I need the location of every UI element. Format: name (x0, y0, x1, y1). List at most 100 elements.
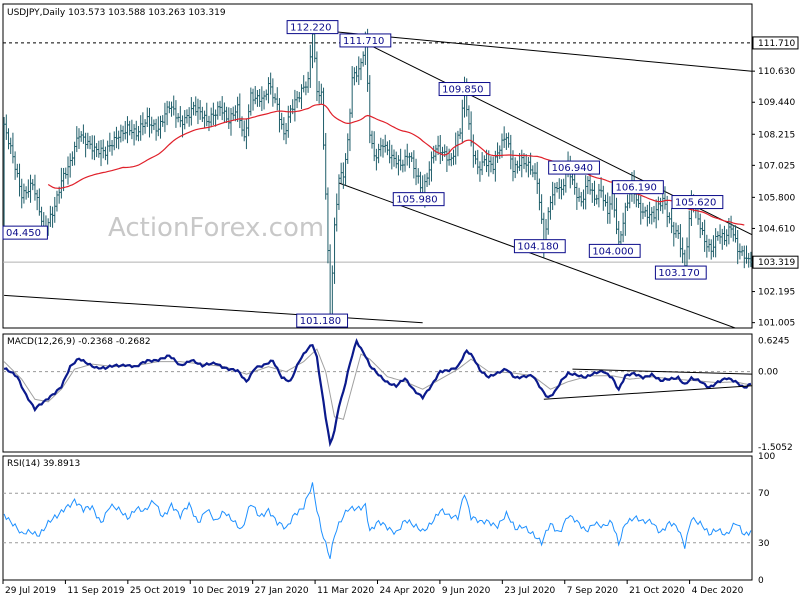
ohlc-bar (445, 146, 449, 172)
ohlc-bar (747, 252, 750, 268)
ohlc-bar (238, 93, 242, 129)
ohlc-bar (520, 149, 523, 178)
ohlc-bar (575, 182, 579, 210)
ohlc-bar (214, 109, 217, 127)
ohlc-bar (95, 143, 98, 158)
ohlc-bar (392, 149, 396, 167)
ohlc-bar (551, 181, 554, 210)
ohlc-bar (68, 153, 72, 178)
macd-panel-header: MACD(12,26,9) -0.2368 -0.2682 (7, 337, 151, 347)
rsi-ytick-label: 0 (758, 576, 764, 586)
ohlc-bar (553, 182, 557, 206)
ohlc-bar (115, 126, 118, 149)
ohlc-bar (311, 29, 314, 69)
ohlc-bar (604, 194, 607, 207)
macd-panel-border (2, 333, 753, 453)
ohlc-bar (236, 96, 239, 122)
ohlc-bar (212, 102, 215, 126)
ohlc-bar (536, 161, 539, 194)
price-annotation-106.940: 106.940 (548, 160, 600, 175)
watermark: ActionForex.com (108, 213, 324, 243)
ohlc-bar (35, 189, 39, 211)
ohlc-bar (621, 212, 625, 243)
ohlc-bar (368, 75, 371, 144)
ohlc-bar (657, 196, 660, 221)
annotation-label: 106.940 (552, 163, 593, 174)
x-tick-label: 23 Jul 2020 (504, 586, 555, 596)
ohlc-bar (265, 89, 268, 101)
ohlc-bar (16, 163, 19, 178)
price-annotation-106.190: 106.190 (612, 180, 664, 195)
macd-signal-line (3, 348, 752, 421)
ohlc-bar (670, 208, 673, 234)
ohlc-bar (531, 165, 535, 178)
ohlc-bar (102, 139, 105, 159)
ohlc-bar (27, 179, 30, 198)
ohlc-bar (271, 78, 275, 107)
ohlc-bar (333, 217, 336, 284)
ohlc-bar (560, 179, 563, 200)
ohlc-bar (117, 130, 120, 150)
annotation-box (339, 33, 392, 48)
ohlc-bar (476, 149, 479, 175)
ohlc-bar (705, 234, 709, 258)
ohlc-bar (300, 84, 303, 110)
ohlc-bar (650, 207, 653, 225)
ohlc-bar (249, 87, 253, 116)
ohlc-bar (258, 88, 261, 107)
ohlc-bar (379, 137, 383, 157)
ohlc-bar (13, 151, 17, 180)
ohlc-bar (342, 162, 345, 189)
price-annotation-104.180: 104.180 (513, 239, 566, 254)
ohlc-bar (126, 116, 129, 144)
ohlc-bar (132, 124, 136, 146)
ohlc-bar (718, 224, 722, 244)
price-ytick-label: 102.195 (758, 288, 795, 298)
ohlc-bar (256, 90, 259, 107)
ohlc-bar (152, 119, 156, 131)
current-price-label-box (752, 255, 799, 269)
annotation-label: 104.180 (517, 242, 558, 253)
ohlc-bar (38, 188, 41, 216)
ohlc-bar (434, 144, 438, 161)
ohlc-bar (597, 183, 601, 208)
ohlc-bar (295, 90, 299, 109)
ohlc-bar (474, 150, 477, 165)
ohlc-bar (454, 132, 457, 165)
ohlc-bar (168, 101, 171, 114)
ohlc-bar (595, 194, 598, 205)
ohlc-bar (82, 124, 85, 144)
ohlc-bar (225, 106, 228, 123)
ohlc-bar (406, 143, 409, 166)
ohlc-bar (298, 91, 301, 103)
ohlc-bar (220, 96, 224, 121)
ohlc-bar (179, 106, 182, 128)
ohlc-bar (150, 116, 153, 134)
annotation-box (612, 180, 664, 195)
ohlc-bar (163, 102, 167, 133)
ohlc-bar (480, 152, 484, 176)
ohlc-bar (390, 144, 394, 170)
ohlc-bar (9, 137, 12, 155)
ohlc-bar (727, 217, 731, 245)
annotation-box (548, 160, 600, 175)
ohlc-bar (370, 130, 374, 149)
ohlc-bar (648, 201, 651, 224)
ohlc-bar (108, 132, 112, 152)
ohlc-bar (355, 65, 358, 83)
ohlc-bar (289, 105, 292, 123)
ohlc-bar (571, 172, 574, 185)
ohlc-bar (190, 97, 193, 126)
ohlc-bar (381, 139, 385, 158)
ohlc-bar (24, 186, 28, 200)
annotation-label: 103.170 (658, 268, 699, 279)
macd-plot-area (3, 338, 752, 448)
ohlc-bar (240, 116, 244, 137)
ohlc-bar (148, 107, 151, 138)
price-ytick-label: 105.800 (758, 193, 795, 203)
ohlc-bar (276, 87, 279, 111)
ohlc-bar (584, 175, 587, 210)
ohlc-bar (306, 71, 310, 93)
ohlc-bar (688, 210, 691, 260)
